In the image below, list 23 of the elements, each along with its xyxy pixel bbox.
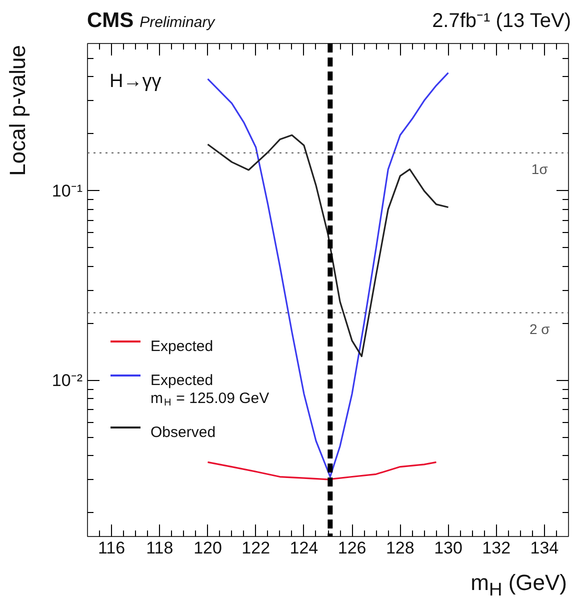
- x-tick-label: 134: [530, 538, 559, 558]
- x-tick-label: 132: [482, 538, 511, 558]
- x-tick-label: 130: [434, 538, 462, 558]
- x-tick-label: 120: [194, 538, 222, 558]
- text: 2.7fb⁻¹ (13 TeV): [432, 9, 571, 34]
- chart-subtitle: Preliminary: [140, 14, 215, 31]
- x-tick-label: 126: [338, 538, 366, 558]
- ref-line-label: 2 σ: [529, 320, 550, 337]
- line-series: [206, 461, 438, 480]
- legend-label: Observed: [150, 424, 216, 441]
- y-axis-title: Local p-value: [4, 45, 31, 176]
- x-axis-title: m$_{H}$ (GeV): [470, 570, 567, 602]
- y-tick-label: 10⁻¹: [52, 181, 83, 200]
- x-tick-label: 124: [290, 538, 318, 558]
- x-tick-label: 118: [146, 538, 174, 558]
- ref-line-label: 1σ: [531, 160, 548, 177]
- x-tick-label: 128: [386, 538, 414, 558]
- x-tick-label: 116: [98, 538, 126, 558]
- y-tick-label: 10⁻²: [52, 370, 83, 390]
- annotation: H→γγ: [110, 71, 162, 92]
- legend-label: Expected: [150, 338, 214, 355]
- x-tick-label: 122: [242, 538, 270, 558]
- chart-title: CMS: [87, 9, 134, 32]
